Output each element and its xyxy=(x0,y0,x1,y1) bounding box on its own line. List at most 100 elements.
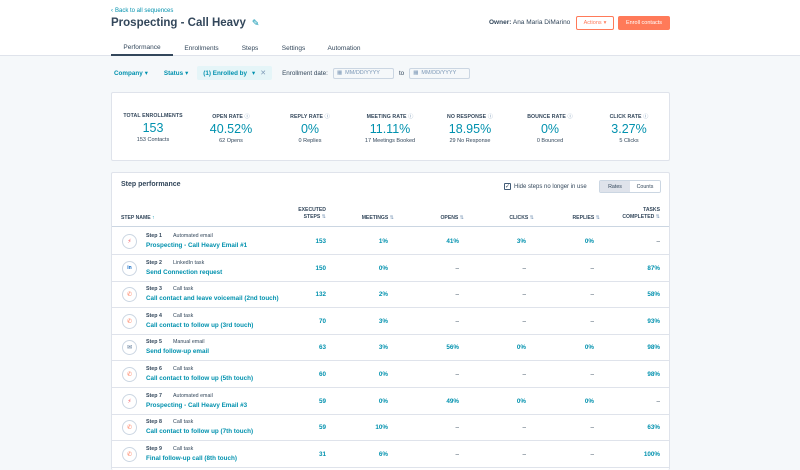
column-step-name[interactable]: STEP NAME ↑ xyxy=(121,215,155,221)
back-to-sequences-link[interactable]: ‹ Back to all sequences xyxy=(111,8,173,14)
info-icon[interactable]: ⓘ xyxy=(324,114,330,120)
step-name-link[interactable]: Send Connection request xyxy=(146,268,223,276)
cell-meetings[interactable]: 1% xyxy=(378,238,388,245)
enrolled-by-filter[interactable]: (1) Enrolled by ▾ ✕ xyxy=(197,66,273,80)
cell-replies[interactable]: 0% xyxy=(584,238,594,245)
stat-value[interactable]: 11.11% xyxy=(369,122,411,136)
summary-stats-card: TOTAL ENROLLMENTS 153 153 Contacts OPEN … xyxy=(111,92,670,161)
tab-automation[interactable]: Automation xyxy=(327,44,361,52)
cell-meetings[interactable]: 0% xyxy=(378,397,388,405)
hide-steps-label: Hide steps no longer in use xyxy=(514,183,587,190)
step-name-link[interactable]: Final follow-up call (8th touch) xyxy=(146,454,237,462)
cell-tasks[interactable]: 98% xyxy=(647,371,660,378)
actions-button[interactable]: Actions ▾ xyxy=(576,16,614,30)
cell-executed[interactable]: 70 xyxy=(318,317,326,325)
stat-value[interactable]: 0% xyxy=(300,122,320,136)
column-replies[interactable]: REPLIES ⇅ xyxy=(572,215,601,221)
stat-value[interactable]: 40.52% xyxy=(209,122,253,136)
step-name-link[interactable]: Call contact to follow up (5th touch) xyxy=(146,375,254,382)
hide-steps-checkbox[interactable]: ✓ Hide steps no longer in use xyxy=(504,183,587,190)
stat-label: NO RESPONSE ⓘ xyxy=(447,114,493,120)
cell-opens[interactable]: 49% xyxy=(446,397,459,405)
cell-executed[interactable]: 153 xyxy=(315,238,326,245)
counts-toggle-button[interactable]: Counts xyxy=(630,181,660,192)
tab-settings[interactable]: Settings xyxy=(281,44,306,52)
calendar-icon: ▦ xyxy=(336,70,343,76)
column-executed-steps[interactable]: EXECUTED STEPS ⇅ xyxy=(298,207,326,220)
step-name-link[interactable]: Prospecting - Call Heavy Email #1 xyxy=(146,242,248,249)
info-icon[interactable]: ⓘ xyxy=(567,114,573,120)
caret-down-icon: ▾ xyxy=(185,69,189,77)
stat-value[interactable]: 3.27% xyxy=(611,122,647,136)
column-meetings[interactable]: MEETINGS ⇅ xyxy=(361,215,394,221)
cell-tasks[interactable]: 100% xyxy=(643,450,660,458)
cell-executed[interactable]: 132 xyxy=(315,291,326,299)
column-tasks-completed[interactable]: TASKS COMPLETED ⇅ xyxy=(622,207,660,220)
stat-value[interactable]: 18.95% xyxy=(448,122,492,136)
step-performance-title: Step performance xyxy=(121,181,181,188)
cell-meetings[interactable]: 2% xyxy=(378,291,388,299)
cell-executed[interactable]: 59 xyxy=(318,424,326,432)
cell-meetings[interactable]: 3% xyxy=(378,344,388,352)
cell-executed[interactable]: 63 xyxy=(318,344,326,352)
close-icon[interactable]: ✕ xyxy=(260,70,267,77)
column-opens[interactable]: OPENS ⇅ xyxy=(440,215,464,221)
rates-toggle-button[interactable]: Rates xyxy=(600,181,630,192)
cell-replies: – xyxy=(590,317,594,325)
cell-executed[interactable]: 31 xyxy=(318,450,326,458)
cell-executed[interactable]: 59 xyxy=(318,397,326,405)
tab-performance[interactable]: Performance xyxy=(111,40,173,56)
info-icon[interactable]: ⓘ xyxy=(244,114,250,120)
cell-executed[interactable]: 150 xyxy=(315,264,326,272)
cell-clicks: – xyxy=(522,317,526,325)
cell-opens[interactable]: 41% xyxy=(446,238,459,245)
cell-meetings[interactable]: 0% xyxy=(378,371,388,378)
column-clicks[interactable]: CLICKS ⇅ xyxy=(509,215,534,221)
enrollment-date-label: Enrollment date: xyxy=(282,69,328,77)
stat-value[interactable]: 153 xyxy=(142,121,164,135)
step-name-link[interactable]: Call contact to follow up (3rd touch) xyxy=(146,321,254,329)
tab-steps[interactable]: Steps xyxy=(241,44,259,52)
cell-clicks[interactable]: 3% xyxy=(516,238,526,245)
cell-replies[interactable]: 0% xyxy=(584,344,594,352)
info-icon[interactable]: ⓘ xyxy=(487,114,493,120)
enroll-contacts-button[interactable]: Enroll contacts xyxy=(618,16,670,30)
info-icon[interactable]: ⓘ xyxy=(408,114,414,120)
step-name-link[interactable]: Send follow-up email xyxy=(146,348,209,356)
cell-replies[interactable]: 0% xyxy=(584,397,594,405)
table-header: STEP NAME ↑ EXECUTED STEPS ⇅ MEETINGS ⇅ … xyxy=(112,207,669,227)
phone-icon: ✆ xyxy=(122,420,137,436)
cell-meetings[interactable]: 6% xyxy=(378,450,388,458)
date-from-input[interactable]: ▦ MM/DD/YYYY xyxy=(332,67,394,79)
info-icon[interactable]: ⓘ xyxy=(643,114,649,120)
status-filter[interactable]: Status ▾ xyxy=(164,70,188,77)
step-name-link[interactable]: Call contact and leave voicemail (2nd to… xyxy=(146,295,279,303)
rates-counts-toggle: Rates Counts xyxy=(599,180,661,193)
pencil-icon[interactable]: ✎ xyxy=(251,17,260,28)
cell-meetings[interactable]: 0% xyxy=(378,264,388,272)
cell-executed[interactable]: 60 xyxy=(318,371,326,378)
cell-tasks[interactable]: 58% xyxy=(647,291,660,299)
tab-enrollments[interactable]: Enrollments xyxy=(184,44,219,52)
cell-tasks[interactable]: 63% xyxy=(647,424,660,432)
step-type: Automated email xyxy=(173,392,213,399)
cell-opens[interactable]: 56% xyxy=(446,344,459,352)
cell-tasks[interactable]: 87% xyxy=(647,264,660,272)
cell-clicks[interactable]: 0% xyxy=(516,397,526,405)
sort-icon: ⇅ xyxy=(389,215,394,221)
checkmark-icon[interactable]: ✓ xyxy=(504,183,511,190)
filter-bar: Company ▾ Status ▾ (1) Enrolled by ▾ ✕ E… xyxy=(111,66,471,80)
step-name-link[interactable]: Call contact to follow up (7th touch) xyxy=(146,428,254,436)
step-name-link[interactable]: Prospecting - Call Heavy Email #3 xyxy=(146,401,248,409)
actions-label: Actions xyxy=(583,20,602,26)
stat-value[interactable]: 0% xyxy=(540,122,560,136)
company-filter[interactable]: Company ▾ xyxy=(114,70,148,77)
cell-meetings[interactable]: 3% xyxy=(378,317,388,325)
enroll-contacts-label: Enroll contacts xyxy=(625,20,663,26)
cell-meetings[interactable]: 10% xyxy=(375,424,388,432)
date-to-input[interactable]: ▦ MM/DD/YYYY xyxy=(409,67,471,79)
cell-tasks[interactable]: 93% xyxy=(647,317,660,325)
cell-tasks[interactable]: 98% xyxy=(647,344,660,352)
cell-clicks[interactable]: 0% xyxy=(516,344,526,352)
cell-replies: – xyxy=(590,450,594,458)
